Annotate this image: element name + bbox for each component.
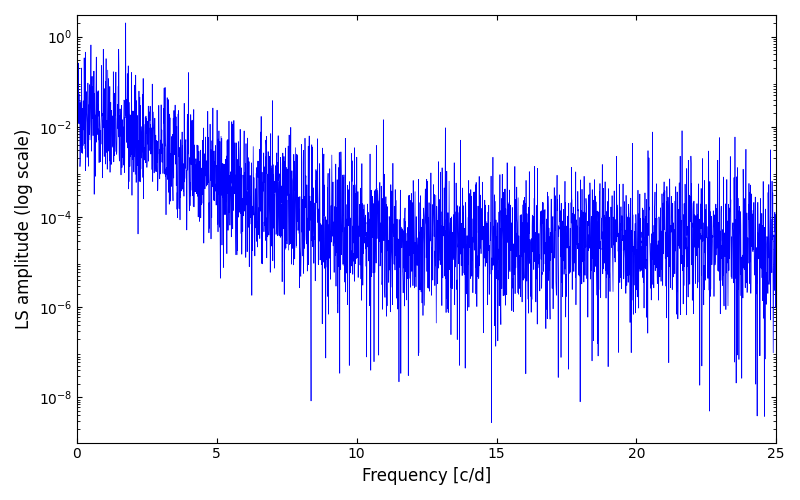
X-axis label: Frequency [c/d]: Frequency [c/d] [362, 467, 491, 485]
Y-axis label: LS amplitude (log scale): LS amplitude (log scale) [15, 128, 33, 329]
